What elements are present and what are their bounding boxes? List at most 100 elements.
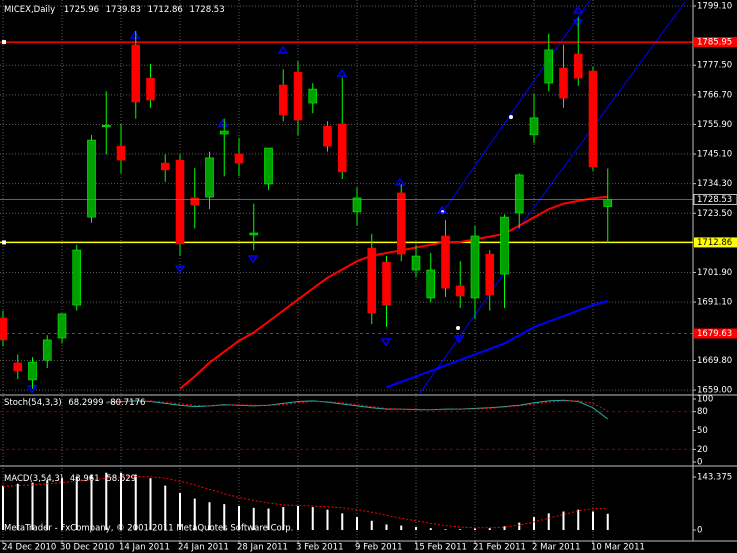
y-tick-label: 1755.90	[697, 120, 732, 130]
candle-body	[367, 247, 377, 314]
macd-bar	[208, 502, 211, 531]
level-label: 1712.86	[697, 238, 732, 248]
macd-bar	[120, 472, 122, 531]
macd-bar	[105, 472, 108, 531]
level-label-box	[694, 37, 737, 48]
level-label-box	[694, 237, 737, 248]
y-tick-label: 1745.10	[697, 150, 732, 160]
header-low: 1712.86	[148, 5, 183, 15]
y-tick-label: 1799.10	[697, 2, 732, 12]
y-tick-label: 1659.00	[697, 386, 732, 396]
candle-body	[28, 361, 37, 381]
y-tick-label: 1701.90	[697, 268, 732, 278]
y-tick-label: 0	[697, 458, 702, 468]
macd-bar	[518, 522, 521, 531]
x-tick-label: 3 Feb 2011	[296, 543, 344, 553]
candle-body	[0, 317, 8, 341]
stoch-main-value: 68.2999	[68, 398, 103, 408]
macd-bar	[474, 528, 476, 531]
macd-bar	[61, 478, 63, 531]
level-handle	[2, 240, 6, 245]
candle-body	[396, 192, 406, 255]
x-tick-label: 21 Feb 2011	[473, 543, 526, 553]
candle-body	[603, 199, 613, 207]
macd-bar	[606, 513, 609, 531]
stoch-line	[106, 399, 609, 420]
x-tick-label: 28 Jan 2011	[237, 543, 288, 553]
level-label: 1785.95	[697, 38, 732, 48]
candle-body	[514, 174, 524, 214]
chart-title: MICEX,Daily	[4, 5, 55, 15]
macd-bar	[16, 483, 19, 531]
macd-bar	[577, 509, 580, 531]
macd-bar	[179, 493, 181, 531]
macd-header: MACD(3,54,3) 43.961 58.629	[4, 474, 136, 484]
macd-bar	[385, 524, 388, 531]
macd-bar	[149, 478, 152, 531]
y-tick-label: 1766.70	[697, 90, 732, 100]
candle-body	[264, 147, 273, 185]
macd-bar	[533, 517, 535, 531]
macd-bar	[297, 505, 299, 531]
macd-title: MACD(3,54,3)	[4, 474, 63, 484]
macd-bar	[429, 528, 432, 531]
candle-body	[190, 197, 200, 206]
macd-bar	[356, 517, 358, 531]
y-tick-label: 50	[697, 426, 708, 436]
candle-body	[57, 313, 67, 339]
candle-body	[175, 159, 185, 245]
macd-bar	[326, 509, 329, 531]
candle-body	[559, 67, 568, 99]
candle-body	[455, 285, 465, 297]
channel	[26, 0, 686, 394]
macd-bar	[238, 505, 240, 531]
macd-bar	[75, 476, 78, 531]
x-tick-label: 2 Mar 2011	[532, 543, 580, 553]
stoch-signal-value: 80.7176	[110, 398, 145, 408]
y-tick-label: 0	[697, 526, 702, 536]
fractal-up	[129, 5, 584, 214]
candle-body	[116, 145, 126, 161]
candle-body	[573, 53, 583, 79]
candle-body	[426, 269, 436, 299]
price-label-box	[693, 193, 737, 205]
macd-bar	[31, 482, 34, 531]
macd-bar	[341, 513, 344, 531]
candle-body	[146, 77, 155, 101]
candle-body	[278, 84, 288, 116]
macd-bar	[252, 507, 255, 531]
indicator-line	[386, 300, 609, 389]
candle-body	[13, 362, 23, 372]
candle-body	[544, 49, 554, 84]
macd-bar	[415, 527, 417, 531]
macd-signal-value: 58.629	[106, 474, 136, 484]
channel-line	[515, 1, 686, 233]
candle-body	[234, 153, 244, 164]
y-tick-label: 143.375	[697, 472, 732, 482]
candle-body	[441, 235, 450, 289]
candle-body	[101, 124, 111, 128]
candle-body	[219, 130, 229, 135]
x-tick-label: 10 Mar 2011	[591, 543, 645, 553]
fractal-down	[26, 19, 584, 394]
chart-header: MICEX,Daily 1725.96 1739.83 1712.86 1728…	[4, 5, 225, 15]
candle-body	[308, 88, 318, 104]
candle-body	[352, 197, 362, 213]
macd-bar	[267, 508, 270, 531]
candle-body	[205, 157, 214, 198]
macd-bar	[193, 498, 196, 531]
macd-bar	[370, 520, 373, 531]
channel-line	[442, 0, 591, 213]
header-close: 1728.53	[189, 5, 224, 15]
x-tick-label: 24 Jan 2011	[178, 543, 229, 553]
stoch-header: Stoch(54,3,3) 68.2999 80.7176	[4, 398, 145, 408]
grid	[0, 0, 693, 541]
candle-body	[293, 71, 303, 121]
stoch-title: Stoch(54,3,3)	[4, 398, 62, 408]
x-tick-label: 14 Jan 2011	[119, 543, 170, 553]
macd-bar	[282, 507, 285, 531]
candle-body	[131, 44, 141, 103]
x-tick-label: 15 Feb 2011	[414, 543, 467, 553]
macd-bar	[164, 485, 167, 531]
